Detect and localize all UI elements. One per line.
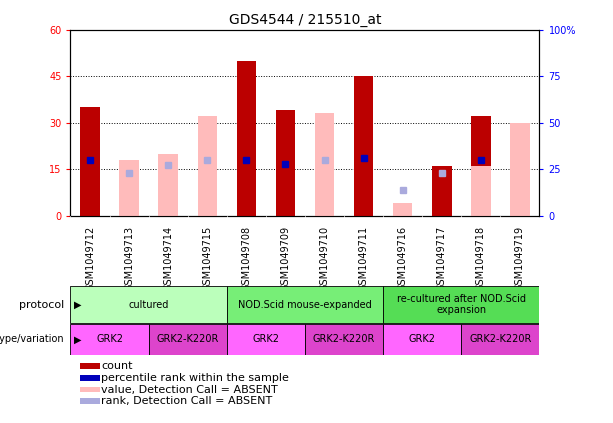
Bar	[393, 203, 413, 216]
Bar	[158, 154, 178, 216]
Text: GSM1049711: GSM1049711	[359, 226, 368, 291]
Text: percentile rank within the sample: percentile rank within the sample	[101, 373, 289, 383]
Bar	[120, 160, 139, 216]
Bar	[80, 107, 100, 216]
Bar	[471, 116, 490, 216]
Text: GRK2: GRK2	[253, 335, 280, 344]
Bar	[80, 363, 99, 369]
Bar	[227, 286, 383, 323]
Text: GRK2-K220R: GRK2-K220R	[156, 335, 219, 344]
Text: protocol: protocol	[19, 299, 64, 310]
Text: GRK2-K220R: GRK2-K220R	[313, 335, 375, 344]
Text: GSM1049712: GSM1049712	[85, 226, 95, 291]
Bar	[197, 116, 217, 216]
Text: genotype/variation: genotype/variation	[0, 335, 64, 344]
Text: GRK2: GRK2	[409, 335, 436, 344]
Text: GSM1049716: GSM1049716	[398, 226, 408, 291]
Bar	[383, 324, 462, 354]
Bar	[70, 286, 227, 323]
Text: GSM1049715: GSM1049715	[202, 226, 212, 291]
Bar	[510, 123, 530, 216]
Text: GRK2-K220R: GRK2-K220R	[469, 335, 531, 344]
Text: value, Detection Call = ABSENT: value, Detection Call = ABSENT	[101, 385, 278, 395]
Bar	[305, 324, 383, 354]
Text: ▶: ▶	[74, 335, 81, 344]
Bar	[471, 166, 490, 216]
Bar	[237, 60, 256, 216]
Bar	[149, 324, 227, 354]
Bar	[276, 110, 295, 216]
Bar	[314, 113, 334, 216]
Text: GSM1049714: GSM1049714	[163, 226, 173, 291]
Bar	[70, 324, 149, 354]
Title: GDS4544 / 215510_at: GDS4544 / 215510_at	[229, 13, 381, 27]
Bar	[462, 324, 539, 354]
Bar	[354, 76, 373, 216]
Bar	[80, 375, 99, 381]
Text: GRK2: GRK2	[96, 335, 123, 344]
Text: GSM1049708: GSM1049708	[242, 226, 251, 291]
Text: GSM1049719: GSM1049719	[515, 226, 525, 291]
Text: GSM1049710: GSM1049710	[319, 226, 330, 291]
Bar	[227, 324, 305, 354]
Text: ▶: ▶	[74, 299, 81, 310]
Bar	[80, 398, 99, 404]
Text: count: count	[101, 361, 132, 371]
Text: GSM1049709: GSM1049709	[280, 226, 291, 291]
Text: GSM1049713: GSM1049713	[124, 226, 134, 291]
Text: cultured: cultured	[129, 299, 169, 310]
Text: rank, Detection Call = ABSENT: rank, Detection Call = ABSENT	[101, 396, 272, 406]
Bar	[80, 387, 99, 393]
Text: NOD.Scid mouse-expanded: NOD.Scid mouse-expanded	[238, 299, 372, 310]
Bar	[383, 286, 539, 323]
Text: GSM1049718: GSM1049718	[476, 226, 486, 291]
Text: re-cultured after NOD.Scid
expansion: re-cultured after NOD.Scid expansion	[397, 294, 526, 316]
Text: GSM1049717: GSM1049717	[436, 226, 447, 291]
Bar	[432, 166, 452, 216]
